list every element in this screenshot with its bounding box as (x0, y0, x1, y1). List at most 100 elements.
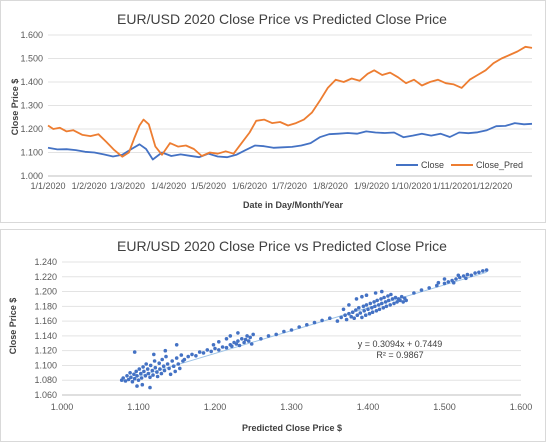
trendline-equation: y = 0.3094x + 0.7449 (358, 339, 443, 349)
scatter-point (243, 337, 248, 342)
scatter-point (211, 343, 216, 347)
scatter-point (389, 292, 393, 297)
scatter-point (159, 371, 164, 376)
scatter-point (456, 273, 461, 278)
scatter-point (390, 297, 395, 301)
y-tick-label: 1.000 (20, 171, 43, 181)
scatter-point (170, 359, 174, 363)
scatter-point (176, 362, 181, 366)
y-tick-label: 1.140 (34, 331, 57, 341)
scatter-point (395, 300, 399, 304)
scatter-point (354, 297, 359, 301)
x-tick-label: 1/6/2020 (232, 181, 267, 191)
y-tick-label: 1.160 (34, 316, 57, 326)
scatter-point (392, 301, 396, 306)
scatter-point (320, 318, 324, 323)
scatter-point (379, 297, 383, 301)
scatter-point (282, 329, 286, 334)
scatter-point (368, 301, 373, 306)
scatter-point (380, 289, 384, 294)
x-tick-label: 1.400 (357, 402, 380, 412)
x-tick-label: 1/2/2020 (72, 181, 107, 191)
scatter-point (312, 320, 317, 325)
scatter-point (144, 362, 148, 366)
scatter-point (364, 303, 369, 307)
y-tick-label: 1.200 (20, 124, 43, 134)
scatter-point (380, 301, 384, 306)
scatter-point (148, 375, 152, 380)
x-tick-label: 1/10/2020 (391, 181, 431, 191)
scatter-point (201, 351, 206, 355)
scatter-point (370, 310, 375, 315)
scatter-point (236, 331, 240, 335)
scatter-point (146, 371, 151, 376)
scatter-point (465, 272, 470, 277)
scatter-point (142, 369, 146, 374)
scatter-point (473, 271, 477, 275)
line-chart-legend: Close Close_Pred (396, 160, 523, 170)
y-tick-label: 1.200 (34, 287, 57, 297)
scatter-point (224, 337, 229, 341)
scatter-point (374, 309, 379, 313)
scatter-point (130, 379, 135, 384)
scatter-point (220, 345, 225, 349)
scatter-point (442, 277, 447, 281)
scatter-point (163, 348, 168, 353)
scatter-point (464, 276, 468, 281)
scatter-point (289, 328, 294, 332)
scatter-chart-points (119, 268, 489, 390)
legend-close-label: Close (421, 160, 444, 170)
scatter-point (461, 274, 466, 278)
scatter-point (393, 295, 398, 300)
scatter-point (354, 308, 358, 312)
scatter-point (230, 344, 234, 349)
scatter-point (399, 294, 404, 299)
y-tick-label: 1.080 (34, 375, 57, 385)
scatter-point (155, 374, 160, 379)
scatter-point (454, 277, 458, 281)
scatter-point (352, 316, 357, 321)
scatter-chart-x-axis-label: Predicted Close Price $ (242, 423, 342, 433)
scatter-point (139, 371, 143, 376)
line-chart-frame (0, 0, 546, 223)
scatter-point (167, 366, 171, 371)
scatter-point (123, 379, 128, 383)
scatter-point (158, 367, 162, 371)
legend-close-pred-label: Close_Pred (476, 160, 523, 170)
scatter-point (360, 294, 364, 299)
y-tick-label: 1.600 (20, 30, 43, 40)
y-tick-label: 1.400 (20, 77, 43, 87)
scatter-point (217, 340, 221, 344)
scatter-point (213, 346, 217, 351)
scatter-point (384, 304, 389, 309)
scatter-point (174, 343, 179, 347)
x-tick-label: 1/8/2020 (313, 181, 348, 191)
x-tick-label: 1/7/2020 (272, 181, 307, 191)
scatter-point (419, 288, 424, 292)
scatter-chart-grid (62, 261, 521, 396)
scatter-point (161, 364, 166, 369)
scatter-point (435, 283, 439, 288)
y-tick-label: 1.120 (34, 346, 57, 356)
scatter-point (335, 319, 340, 323)
scatter-point (228, 334, 233, 338)
scatter-point (155, 370, 159, 374)
y-tick-label: 1.300 (20, 101, 43, 111)
scatter-point (135, 384, 139, 388)
scatter-point (245, 334, 249, 338)
trendline (121, 271, 487, 382)
scatter-point (364, 293, 369, 298)
scatter-point (363, 313, 368, 318)
scatter-point (328, 316, 332, 321)
scatter-point (251, 332, 255, 337)
line-chart-title: EUR/USD 2020 Close Price vs Predicted Cl… (117, 11, 447, 27)
scatter-point (305, 323, 309, 327)
scatter-chart-x-ticks: 1.000 1.100 1.200 1.300 1.400 1.500 1.600 (51, 402, 533, 412)
y-tick-label: 1.240 (34, 257, 57, 267)
scatter-point (404, 298, 409, 303)
scatter-point (360, 315, 364, 320)
scatter-point (186, 354, 190, 359)
scatter-point (242, 340, 246, 345)
scatter-point (143, 374, 148, 378)
scatter-point (205, 348, 210, 352)
